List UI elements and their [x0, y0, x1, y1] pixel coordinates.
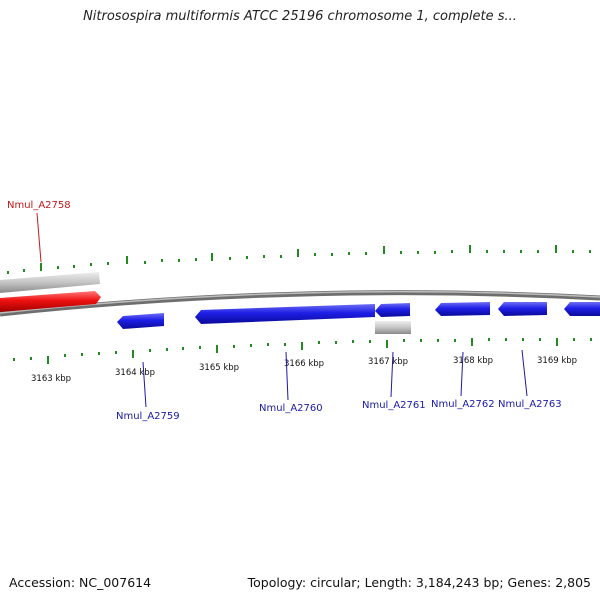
leader-line-nmul-a2762 [460, 351, 464, 397]
gene-label-nmul-a2758[interactable]: Nmul_A2758 [7, 200, 71, 211]
gene-arrow-nmul-a2763[interactable] [498, 302, 547, 316]
genome-backbone [0, 290, 600, 317]
gene-labels: Nmul_A2758 Nmul_A2759 Nmul_A2760 Nmul_A2… [7, 200, 562, 422]
gene-arrow-nmul-a2759[interactable] [117, 313, 164, 329]
leader-line-nmul-a2761 [390, 351, 394, 398]
gene-label-nmul-a2762[interactable]: Nmul_A2762 [431, 399, 495, 410]
upper-ruler [7, 245, 591, 274]
leader-line-nmul-a2759 [142, 361, 147, 408]
rna-bar-upper [0, 272, 100, 293]
ruler-label-3169: 3169 kbp [537, 356, 577, 366]
gene-arrow-offscreen[interactable] [564, 302, 600, 316]
gene-label-nmul-a2760[interactable]: Nmul_A2760 [259, 403, 323, 414]
gene-arrow-nmul-a2762[interactable] [435, 302, 490, 316]
lower-ruler [13, 338, 592, 364]
leader-line-nmul-a2763 [521, 349, 528, 397]
rna-bar-lower [375, 321, 411, 334]
ruler-label-3165: 3165 kbp [199, 363, 239, 373]
leader-line-nmul-a2758 [36, 212, 42, 263]
ruler-label-3167: 3167 kbp [368, 357, 408, 367]
ruler-label-3164: 3164 kbp [115, 368, 155, 378]
gene-leader-lines [36, 212, 528, 408]
gene-label-nmul-a2761[interactable]: Nmul_A2761 [362, 400, 426, 411]
gene-label-nmul-a2763[interactable]: Nmul_A2763 [498, 399, 562, 410]
topology-text: Topology: circular; Length: 3,184,243 bp… [247, 575, 591, 590]
gene-arrow-nmul-a2758[interactable] [0, 291, 101, 312]
ruler-labels: 3163 kbp 3164 kbp 3165 kbp 3166 kbp 3167… [31, 356, 577, 384]
gene-arrow-nmul-a2760[interactable] [195, 304, 375, 324]
leader-line-nmul-a2760 [285, 351, 289, 401]
ruler-label-3168: 3168 kbp [453, 356, 493, 366]
ruler-label-3163: 3163 kbp [31, 374, 71, 384]
gene-label-nmul-a2759[interactable]: Nmul_A2759 [116, 411, 180, 422]
accession-text: Accession: NC_007614 [9, 575, 152, 590]
gene-arrow-nmul-a2761[interactable] [375, 303, 410, 317]
ruler-label-3166: 3166 kbp [284, 359, 324, 369]
map-title: Nitrosospira multiformis ATCC 25196 chro… [83, 9, 517, 24]
